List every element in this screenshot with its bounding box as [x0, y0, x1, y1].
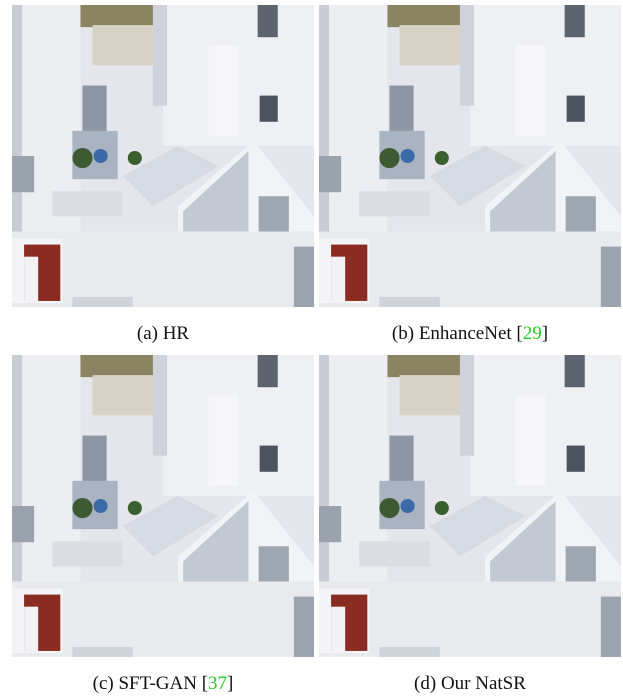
- citation: 37: [208, 673, 227, 694]
- panel: (c) SFT-GAN [37]: [12, 355, 314, 657]
- citation: 29: [523, 323, 542, 344]
- result-image: [12, 5, 314, 307]
- page: (a) HR(b) EnhanceNet [29](c) SFT-GAN [37…: [0, 0, 623, 700]
- ref-bracket: ]: [227, 673, 233, 694]
- panel: (d) Our NatSR: [319, 355, 621, 657]
- caption: (c) SFT-GAN [37]: [12, 673, 314, 695]
- caption: (a) HR: [12, 323, 314, 345]
- caption-label: (b) EnhanceNet: [392, 323, 512, 344]
- ref-bracket: ]: [542, 323, 548, 344]
- panel: (b) EnhanceNet [29]: [319, 5, 621, 307]
- caption: (b) EnhanceNet [29]: [319, 323, 621, 345]
- caption-label: (a) HR: [137, 323, 189, 344]
- panel: (a) HR: [12, 5, 314, 307]
- result-image: [319, 5, 621, 307]
- caption: (d) Our NatSR: [319, 673, 621, 695]
- caption-label: (c) SFT-GAN: [93, 673, 197, 694]
- result-image: [319, 355, 621, 657]
- caption-label: (d) Our NatSR: [414, 673, 526, 694]
- result-image: [12, 355, 314, 657]
